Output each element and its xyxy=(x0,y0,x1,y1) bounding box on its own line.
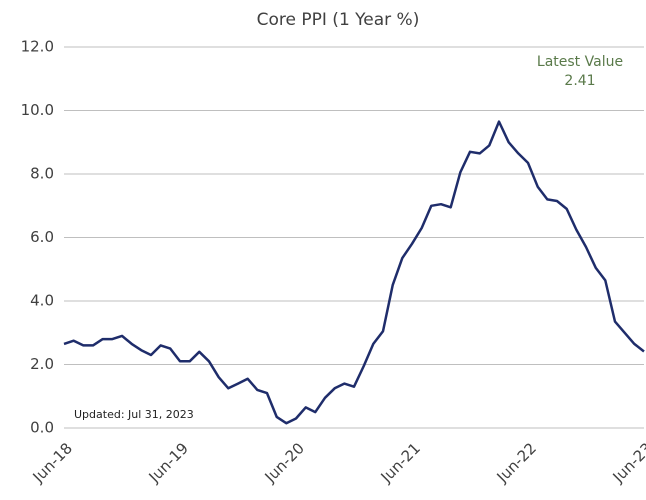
x-tick-label: Jun-20 xyxy=(261,439,308,486)
chart-title: Core PPI (1 Year %) xyxy=(257,10,420,30)
y-tick-label: 8.0 xyxy=(30,165,54,183)
x-tick-label: Jun-22 xyxy=(493,439,540,486)
y-tick-label: 12.0 xyxy=(21,38,54,56)
data-line xyxy=(63,120,645,425)
updated-note: Updated: Jul 31, 2023 xyxy=(74,408,194,421)
x-tick-label: Jun-18 xyxy=(29,439,76,486)
y-tick-label: 4.0 xyxy=(30,292,54,310)
latest-value: 2.41 xyxy=(564,73,595,89)
x-tick-label: Jun-19 xyxy=(145,439,192,486)
x-tick-label: Jun-21 xyxy=(377,439,424,486)
y-tick-label: 6.0 xyxy=(30,228,54,246)
y-tick-label: 10.0 xyxy=(21,101,54,119)
x-tick-label: Jun-23 xyxy=(609,439,646,486)
latest-label: Latest Value xyxy=(537,54,623,70)
y-tick-label: 0.0 xyxy=(30,419,54,437)
y-tick-label: 2.0 xyxy=(30,355,54,373)
